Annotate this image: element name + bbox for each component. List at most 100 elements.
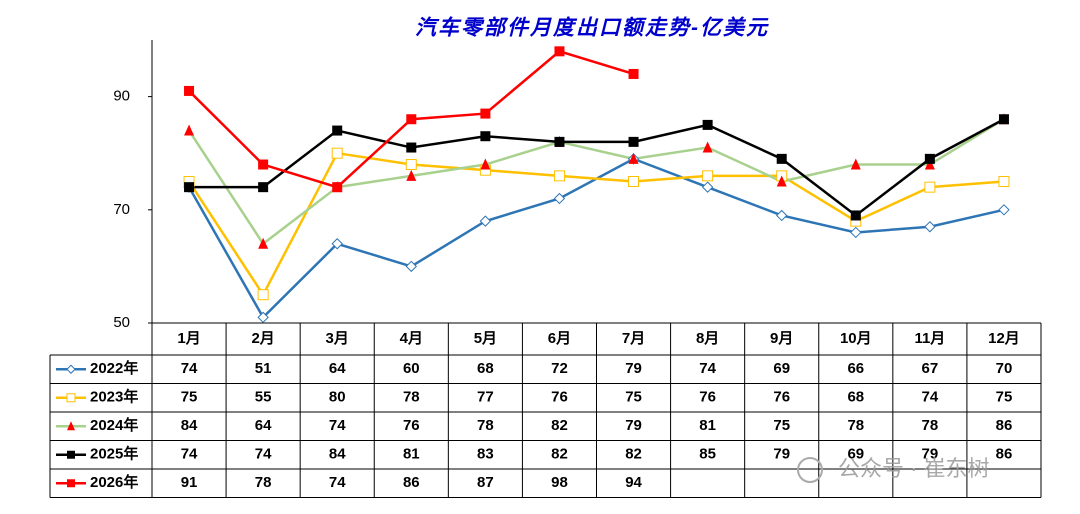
table-value: 75 [996,389,1013,406]
table-value: 98 [551,474,568,491]
y-tick-label: 70 [113,201,130,218]
marker [258,182,269,193]
table-value: 78 [847,417,864,434]
legend-label: 2024年 [90,416,138,434]
table-value: 82 [625,446,642,463]
marker [554,136,565,147]
table-value: 75 [773,417,790,434]
x-tick-label: 2月 [251,330,274,347]
marker [331,147,343,159]
table-value: 82 [551,446,568,463]
marker [998,204,1010,216]
x-tick-label: 12月 [988,330,1020,347]
legend-label: 2022年 [90,359,138,377]
x-tick-label: 11月 [914,330,945,347]
table-value: 76 [403,417,420,434]
table-value: 79 [922,446,939,463]
x-tick-label: 8月 [696,330,719,347]
table-value: 74 [699,360,716,377]
table-value: 70 [996,360,1013,377]
table-value: 79 [625,417,642,434]
marker [258,237,269,249]
table-value: 86 [403,474,420,491]
marker [332,182,343,193]
marker [924,221,936,233]
table-value: 78 [255,474,272,491]
table-value: 75 [625,389,642,406]
table-value: 64 [255,417,272,434]
table-value: 81 [403,446,420,463]
marker [184,85,195,96]
x-tick-label: 5月 [474,330,497,347]
table-value: 76 [551,389,568,406]
marker [258,159,269,170]
table-value: 74 [181,360,198,377]
marker [850,158,861,170]
series-line [187,151,1005,298]
marker [702,119,713,130]
marker [332,125,343,136]
marker [257,289,269,301]
table-value: 94 [625,474,642,491]
marker [406,114,417,125]
x-tick-label: 4月 [400,330,423,347]
table-value: 69 [773,360,790,377]
table-value: 72 [551,360,568,377]
table-value: 81 [699,417,716,434]
table-value: 74 [255,446,272,463]
legend-marker [66,364,76,374]
marker [998,114,1009,125]
x-tick-label: 6月 [548,330,571,347]
marker [924,158,935,170]
marker [184,182,195,193]
legend-label: 2023年 [90,388,138,406]
table-value: 79 [773,446,790,463]
watermark-icon [797,457,823,483]
marker [628,68,639,79]
marker [553,192,566,205]
marker [628,136,639,147]
marker [702,141,713,153]
legend-label: 2025年 [90,445,138,463]
legend-marker [67,479,75,488]
marker [405,159,417,171]
marker [480,158,491,170]
table-value: 86 [996,417,1013,434]
table-value: 76 [699,389,716,406]
marker [924,181,936,193]
marker [776,209,788,222]
table-value: 78 [477,417,494,434]
marker [554,46,565,57]
marker [480,131,491,142]
table-value: 66 [847,360,864,377]
table-value: 60 [403,360,420,377]
legend-label: 2026年 [90,473,138,491]
marker [776,175,787,187]
table-value: 79 [625,360,642,377]
marker [924,153,935,164]
marker [479,215,492,227]
table-value: 67 [922,360,939,377]
x-tick-label: 1月 [177,330,200,347]
marker [628,152,639,164]
table-value: 51 [255,360,272,377]
table-value: 68 [477,360,494,377]
marker [701,181,714,193]
table-value: 74 [329,417,346,434]
x-tick-label: 3月 [326,330,349,347]
x-tick-label: 9月 [770,330,793,347]
marker [850,210,861,221]
table-value: 91 [181,474,198,491]
table-value: 86 [996,446,1013,463]
marker [184,124,195,136]
table-value: 84 [329,446,346,463]
table-value: 69 [847,446,864,463]
marker [331,238,343,250]
watermark: 公众号 · 崔东树 [838,456,990,481]
y-tick-label: 90 [113,88,130,105]
table-value: 78 [403,389,420,406]
marker [553,170,565,182]
marker [776,153,787,164]
marker [850,226,862,239]
